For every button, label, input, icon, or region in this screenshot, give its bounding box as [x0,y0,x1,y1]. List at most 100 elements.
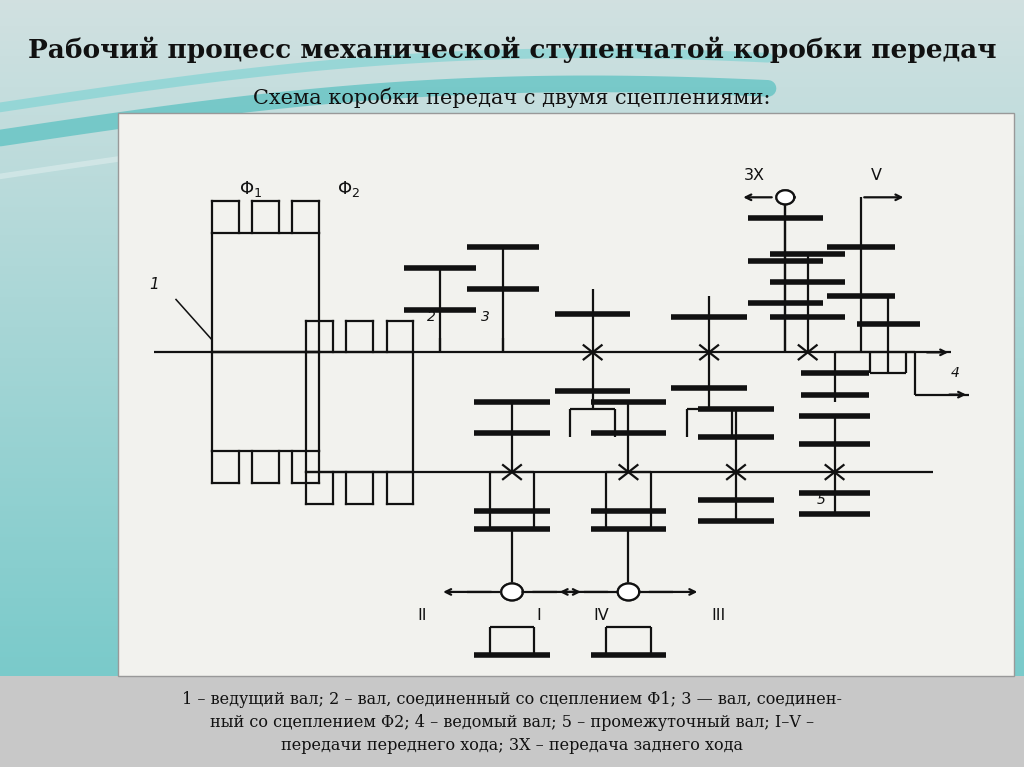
Bar [0,424,1024,427]
Text: 3: 3 [480,310,489,324]
Bar [0,478,1024,481]
Bar [0,624,1024,627]
Bar [0,519,1024,522]
Bar [0,355,1024,358]
Bar [0,683,1024,685]
Bar [0,562,1024,565]
Bar [0,391,1024,393]
Bar [0,133,1024,136]
Bar [0,97,1024,100]
Bar [0,698,1024,700]
Bar [0,739,1024,742]
Bar [0,608,1024,611]
Bar [0,291,1024,294]
Bar [0,619,1024,621]
Bar [0,460,1024,463]
Bar [0,184,1024,186]
Bar [0,159,1024,161]
Bar [0,235,1024,238]
Bar [0,345,1024,347]
Bar [0,79,1024,82]
Text: 2: 2 [427,310,436,324]
Bar [0,54,1024,56]
Bar [0,742,1024,744]
Bar [0,621,1024,624]
Bar [0,601,1024,604]
Bar [0,189,1024,192]
Bar [0,105,1024,107]
Bar [0,322,1024,324]
Bar [0,2,1024,5]
Bar [0,209,1024,212]
Bar [0,194,1024,197]
Bar [0,483,1024,486]
Bar [0,575,1024,578]
Bar [0,228,1024,230]
Bar [0,512,1024,514]
Bar [0,550,1024,552]
Bar [0,110,1024,113]
Bar [0,199,1024,202]
Bar [0,140,1024,143]
Bar [0,690,1024,693]
Bar [0,207,1024,209]
Bar [0,407,1024,409]
Bar [0,271,1024,274]
Bar [0,171,1024,174]
Bar [0,23,1024,25]
Bar [0,192,1024,194]
Bar [0,721,1024,723]
Bar [0,337,1024,340]
Text: ный со сцеплением Φ2; 4 – ведомый вал; 5 – промежуточный вал; I–V –: ный со сцеплением Φ2; 4 – ведомый вал; 5… [210,714,814,731]
Bar [0,102,1024,105]
Bar [0,115,1024,117]
Bar [0,481,1024,483]
Bar [0,524,1024,527]
Bar [0,263,1024,266]
Bar [0,565,1024,568]
Bar [0,71,1024,74]
Bar [0,220,1024,222]
Bar [0,225,1024,228]
Bar [0,723,1024,726]
Bar [0,136,1024,138]
Bar [0,642,1024,644]
Bar [0,328,1024,330]
Bar [0,67,1024,69]
Bar [0,716,1024,719]
Bar [0,593,1024,596]
Bar [0,31,1024,33]
Bar [0,123,1024,125]
Bar [0,401,1024,404]
Bar [0,156,1024,159]
Polygon shape [776,190,795,204]
Bar [0,84,1024,87]
Bar [0,205,1024,207]
Bar [0,585,1024,588]
Bar [0,422,1024,424]
Bar [0,581,1024,583]
Bar [0,734,1024,736]
Bar [0,573,1024,575]
Bar [0,435,1024,437]
Bar [0,294,1024,297]
Bar [0,41,1024,44]
Text: 4: 4 [951,366,959,380]
Bar [0,700,1024,703]
Bar [0,614,1024,616]
Bar [0,416,1024,420]
Bar [0,243,1024,245]
Bar [0,151,1024,153]
Bar [0,82,1024,84]
Bar [0,443,1024,445]
Bar [0,314,1024,317]
Bar [0,547,1024,550]
Bar [0,501,1024,504]
Bar [0,397,1024,399]
Bar [0,453,1024,455]
Bar [0,675,1024,677]
Bar [0,384,1024,386]
Bar [0,48,1024,51]
Bar [0,414,1024,416]
Bar [0,376,1024,378]
